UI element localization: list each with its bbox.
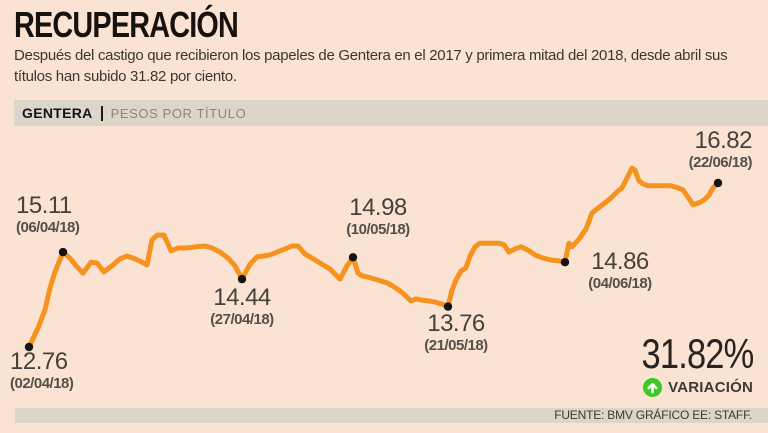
point-date: (22/06/18): [688, 154, 753, 171]
point-label-14-98: 14.98 (10/05/18): [313, 195, 443, 239]
page-title: RECUPERACIÓN: [14, 4, 239, 45]
point-label-16-82: 16.82 (22/06/18): [610, 127, 753, 172]
point-date: (27/04/18): [210, 311, 274, 328]
point-label-12-76: 12.76 (02/04/18): [10, 348, 74, 393]
point-value: 14.98: [349, 194, 407, 221]
data-point-marker: [348, 253, 358, 262]
point-label-13-76: 13.76 (21/05/18): [391, 311, 521, 355]
divider: [100, 105, 103, 121]
point-value: 14.44: [213, 284, 271, 311]
point-date: (21/05/18): [424, 337, 488, 354]
point-value: 14.86: [591, 248, 649, 275]
data-point-marker: [713, 178, 723, 188]
variation-block: 31.82% VARIACIÓN: [617, 330, 754, 397]
point-label-14-44: 14.44 (27/04/18): [177, 285, 307, 329]
point-label-15-11: 15.11 (06/04/18): [16, 192, 80, 237]
variation-label: VARIACIÓN: [668, 379, 753, 396]
arrow-up-circle-icon: [643, 378, 663, 397]
point-value: 16.82: [694, 127, 752, 154]
point-date: (02/04/18): [10, 375, 74, 392]
point-label-14-86: 14.86 (04/06/18): [554, 249, 686, 293]
point-value: 13.76: [427, 310, 485, 337]
source-credit: FUENTE: BMV GRÁFICO EE: STAFF.: [15, 408, 768, 423]
page-subtitle: Después del castigo que recibieron los p…: [14, 47, 728, 85]
point-date: (04/06/18): [588, 275, 652, 292]
point-date: (06/04/18): [16, 219, 80, 236]
variation-value: 31.82%: [641, 330, 754, 377]
data-point-marker: [237, 274, 247, 284]
series-name-label: GENTERA: [22, 105, 93, 121]
point-value: 12.76: [10, 348, 68, 375]
data-point-marker: [58, 247, 68, 257]
point-date: (10/05/18): [346, 221, 410, 238]
point-value: 15.11: [16, 192, 72, 219]
units-label: PESOS POR TÍTULO: [110, 105, 247, 121]
chart-header-bar: GENTERA PESOS POR TÍTULO: [14, 100, 768, 126]
